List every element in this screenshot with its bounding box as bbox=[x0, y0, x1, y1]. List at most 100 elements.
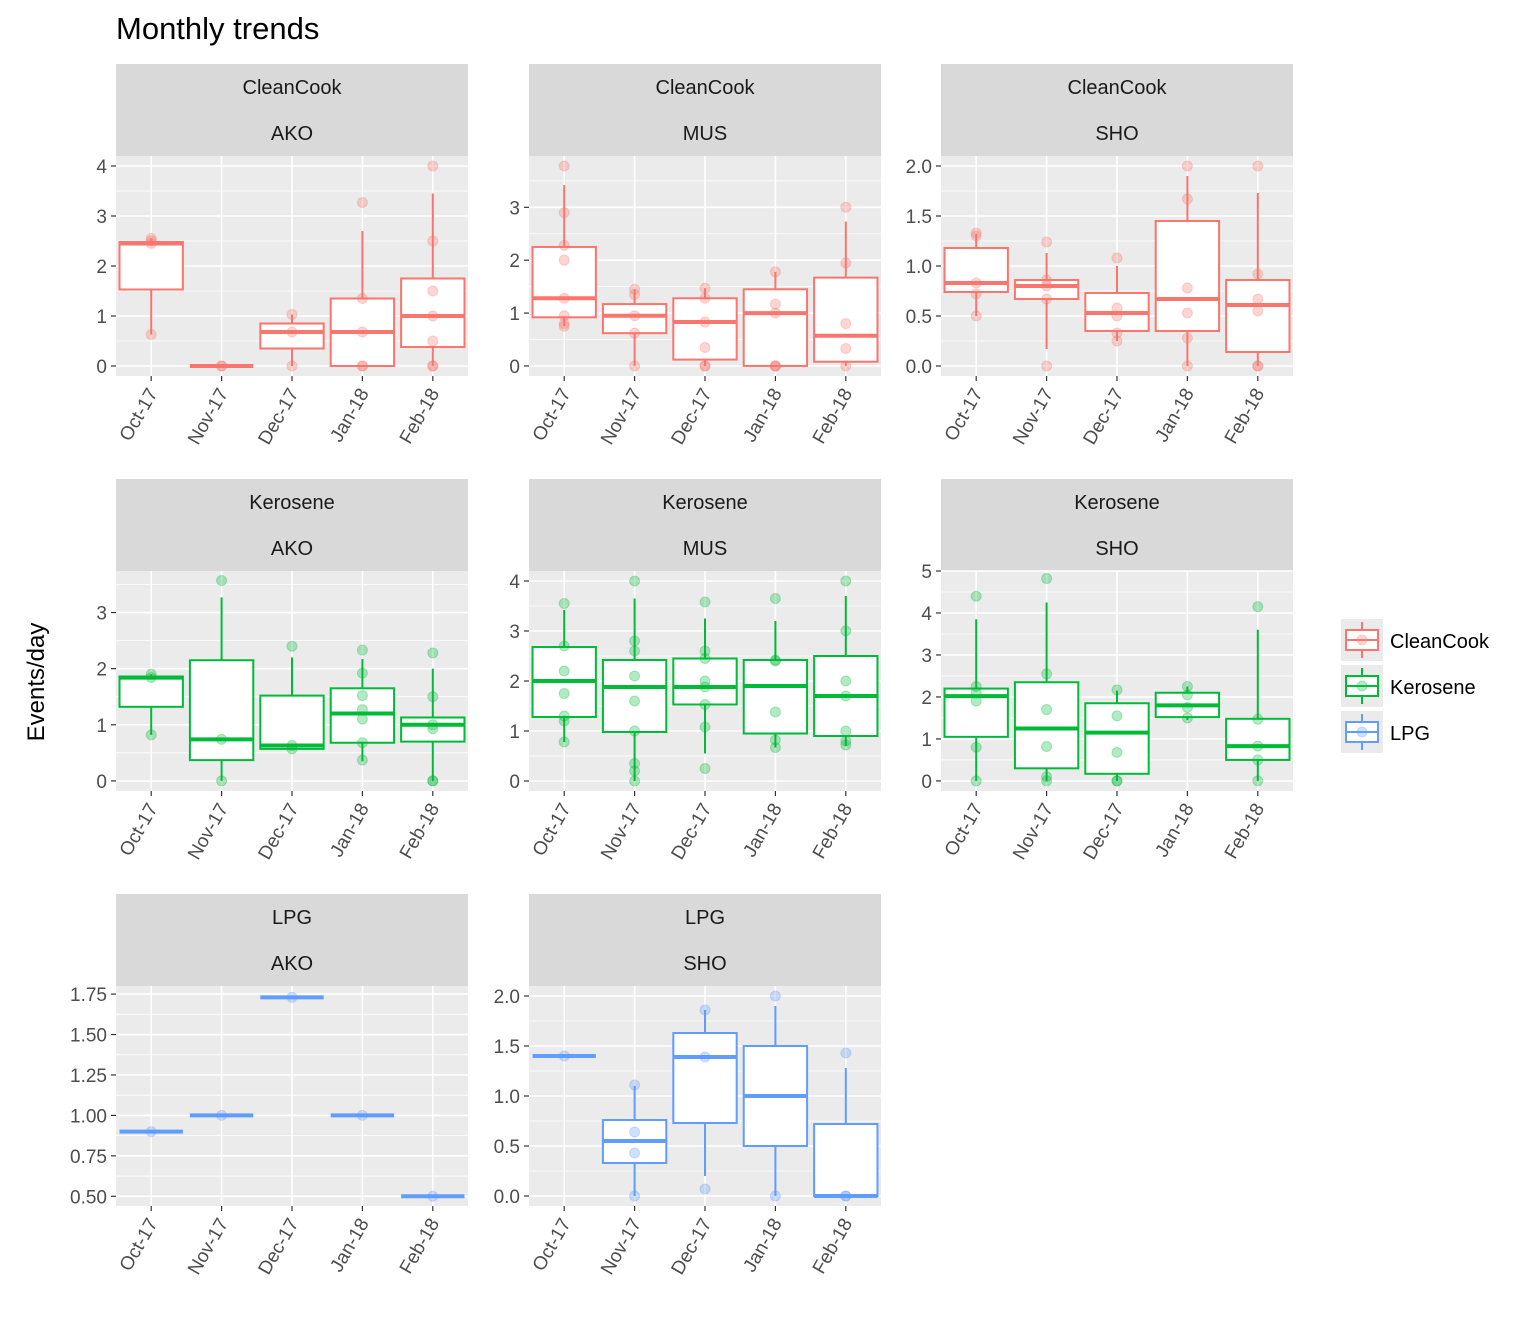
data-point bbox=[356, 713, 368, 725]
y-axis-label: Events/day bbox=[23, 623, 50, 742]
legend-key-point bbox=[1356, 726, 1368, 738]
box-iqr bbox=[813, 276, 879, 363]
box-iqr bbox=[118, 675, 184, 708]
strip-site-bg bbox=[116, 940, 468, 986]
data-point bbox=[145, 1126, 157, 1138]
data-point bbox=[769, 307, 781, 319]
data-point bbox=[286, 740, 298, 752]
y-tick-label: 1.0 bbox=[906, 257, 932, 278]
data-point bbox=[840, 735, 852, 747]
data-point bbox=[970, 590, 982, 602]
data-point bbox=[356, 690, 368, 702]
strip-fuel-label: CleanCook bbox=[243, 77, 343, 99]
y-tick-label: 1.25 bbox=[70, 1066, 107, 1087]
panel-kerosene-mus: Kerosene MUS 0 1 2 3 4 Oct-17 Nov-17 Dec-17 Jan-18… bbox=[509, 479, 881, 864]
x-tick-label: Dec-17 bbox=[668, 1215, 717, 1279]
data-point bbox=[699, 721, 711, 733]
data-point bbox=[145, 235, 157, 247]
box-iqr bbox=[1225, 717, 1291, 761]
y-tick-label: 2 bbox=[96, 257, 107, 278]
y-tick-label: 3 bbox=[96, 207, 107, 228]
data-point bbox=[629, 758, 641, 769]
data-point bbox=[1041, 775, 1053, 787]
y-tick-label: 1.5 bbox=[494, 1037, 520, 1058]
x-tick-label: Jan-18 bbox=[326, 385, 373, 446]
data-point bbox=[427, 360, 439, 372]
data-point bbox=[769, 734, 781, 746]
y-tick-label: 1.00 bbox=[70, 1106, 107, 1127]
x-tick-label: Nov-17 bbox=[597, 385, 646, 449]
y-tick-label: 0.0 bbox=[494, 1187, 520, 1208]
strip-site: AKO bbox=[116, 525, 468, 571]
box-nov-17 bbox=[1013, 573, 1080, 787]
x-tick-label: Jan-18 bbox=[739, 385, 786, 446]
box-jan-18 bbox=[329, 644, 396, 766]
data-point bbox=[1041, 704, 1053, 716]
data-point bbox=[427, 775, 439, 787]
data-point bbox=[145, 672, 157, 684]
y-tick-label: 2 bbox=[509, 672, 520, 693]
data-point bbox=[970, 230, 982, 242]
data-point bbox=[427, 285, 439, 297]
y-tick-label: 4 bbox=[509, 572, 520, 593]
data-point bbox=[970, 288, 982, 300]
box-iqr bbox=[672, 1032, 738, 1124]
box-nov-17 bbox=[1013, 236, 1080, 372]
data-point bbox=[699, 1004, 711, 1016]
y-tick-label: 3 bbox=[509, 622, 520, 643]
box-oct-17 bbox=[943, 227, 1009, 322]
x-tick-label: Nov-17 bbox=[1009, 385, 1058, 449]
data-point bbox=[216, 1109, 228, 1121]
box-dec-17 bbox=[259, 640, 325, 755]
box-oct-17 bbox=[943, 590, 1009, 787]
x-tick-label: Dec-17 bbox=[668, 800, 717, 864]
x-tick-label: Oct-17 bbox=[116, 385, 163, 445]
x-tick-label: Oct-17 bbox=[529, 385, 576, 445]
box-jan-18 bbox=[742, 990, 809, 1202]
data-point bbox=[699, 1183, 711, 1195]
data-point bbox=[1111, 684, 1123, 696]
x-tick-label: Nov-17 bbox=[184, 800, 233, 864]
data-point bbox=[629, 360, 641, 372]
strip-fuel-label: CleanCook bbox=[656, 77, 756, 99]
y-tick-label: 2 bbox=[509, 251, 520, 272]
data-point bbox=[629, 310, 641, 322]
data-point bbox=[699, 763, 711, 774]
data-point bbox=[1111, 252, 1123, 264]
data-point bbox=[769, 706, 781, 718]
data-point bbox=[356, 360, 368, 372]
box-iqr bbox=[118, 241, 184, 291]
strip-site-bg bbox=[529, 110, 881, 156]
data-point bbox=[356, 293, 368, 304]
data-point bbox=[1041, 293, 1053, 305]
data-point bbox=[286, 326, 298, 338]
data-point bbox=[427, 335, 439, 347]
y-tick-label: 1.0 bbox=[494, 1087, 520, 1108]
data-point bbox=[356, 644, 368, 656]
data-point bbox=[286, 309, 298, 320]
data-point bbox=[286, 640, 298, 652]
data-point bbox=[840, 343, 852, 354]
x-tick-label: Oct-17 bbox=[116, 1215, 163, 1275]
data-point bbox=[840, 318, 852, 330]
data-point bbox=[840, 575, 852, 587]
data-point bbox=[970, 687, 982, 699]
data-point bbox=[970, 741, 982, 753]
strip-fuel-label: Kerosene bbox=[1074, 492, 1160, 514]
strip-fuel-bg bbox=[116, 894, 468, 940]
strip-fuel: LPG bbox=[116, 894, 468, 940]
box-iqr bbox=[259, 322, 325, 350]
y-tick-label: 2 bbox=[96, 660, 107, 681]
box-dec-17 bbox=[672, 1004, 738, 1195]
box-oct-17 bbox=[118, 668, 184, 741]
box-nov-17 bbox=[601, 575, 668, 787]
data-point bbox=[427, 775, 439, 787]
box-jan-18 bbox=[329, 197, 396, 372]
x-tick-label: Feb-18 bbox=[396, 800, 444, 863]
strip-site-bg bbox=[941, 525, 1293, 571]
box-jan-18 bbox=[1154, 680, 1221, 724]
data-point bbox=[769, 298, 781, 310]
y-tick-label: 1.5 bbox=[906, 207, 932, 228]
y-tick-label: 0 bbox=[509, 357, 520, 378]
data-point bbox=[145, 329, 157, 340]
